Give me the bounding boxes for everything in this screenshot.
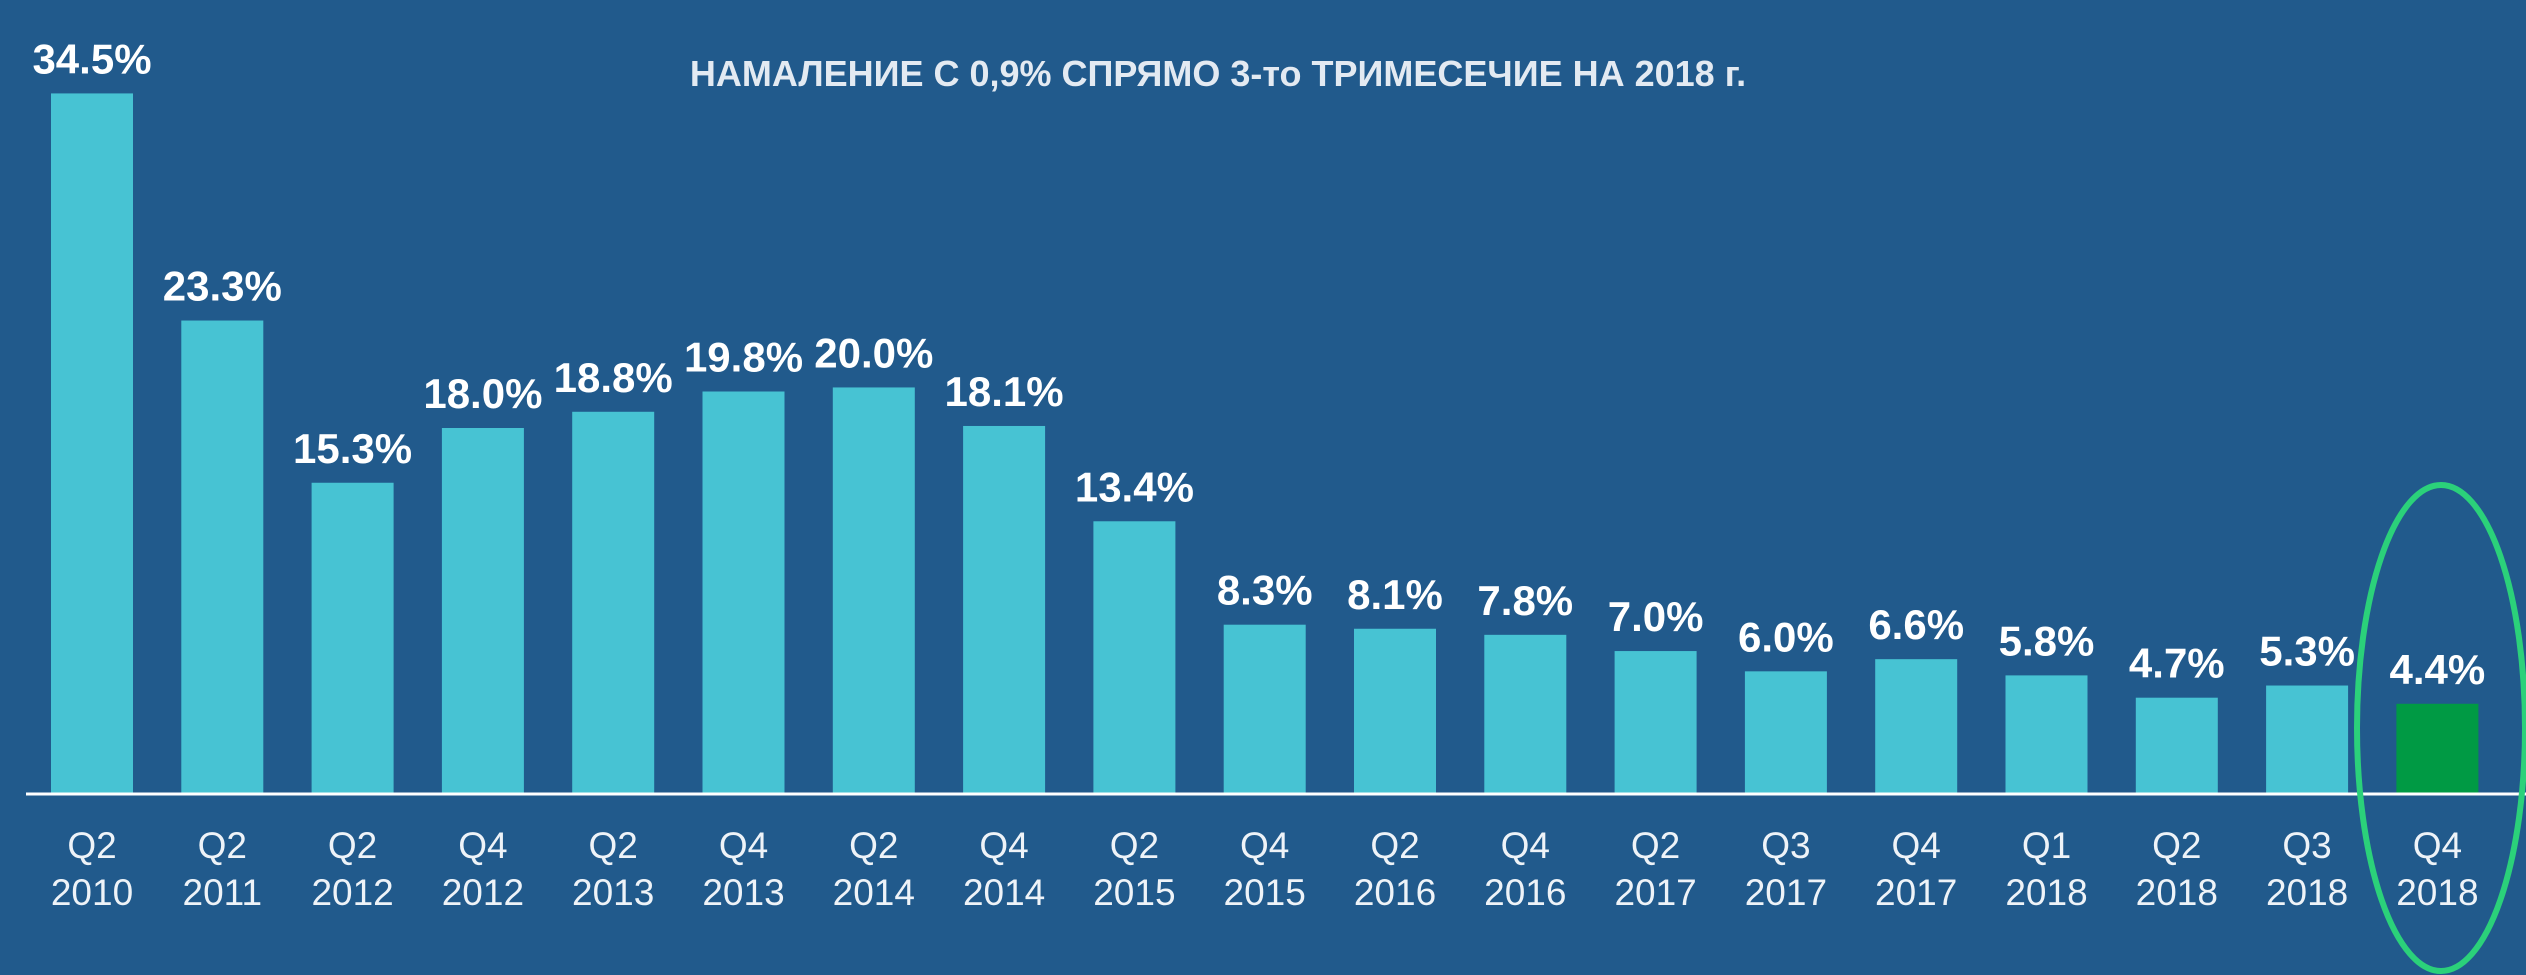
- x-tick-label: Q3 2017: [1745, 825, 1827, 913]
- chart-title: НАМАЛЕНИЕ С 0,9% СПРЯМО 3-то ТРИМЕСЕЧИЕ …: [690, 53, 1746, 94]
- x-tick-label: Q4 2013: [702, 825, 784, 913]
- x-tick-label: Q2 2018: [2136, 825, 2218, 913]
- x-tick-label: Q1 2018: [2005, 825, 2087, 913]
- x-tick-label: Q4 2014: [963, 825, 1045, 913]
- bar: [832, 387, 915, 793]
- x-tick-label: Q2 2013: [572, 825, 654, 913]
- x-tick-label: Q2 2017: [1614, 825, 1696, 913]
- value-label: 7.8%: [1477, 577, 1573, 624]
- bar: [181, 320, 264, 793]
- bar: [1744, 671, 1827, 793]
- value-label: 5.3%: [2259, 628, 2355, 675]
- bar: [2396, 703, 2479, 793]
- value-label: 15.3%: [293, 425, 412, 472]
- x-tick-label: Q4 2015: [1224, 825, 1306, 913]
- value-label: 19.8%: [684, 334, 803, 381]
- highlight-ellipse: [2354, 482, 2526, 974]
- bar: [51, 93, 133, 793]
- value-label: 4.4%: [2390, 646, 2486, 693]
- value-label: 6.6%: [1868, 601, 1964, 648]
- bar: [1875, 659, 1958, 793]
- value-label: 23.3%: [163, 263, 282, 310]
- value-label: 7.0%: [1608, 593, 1704, 640]
- bar: [1614, 651, 1697, 793]
- value-label: 18.0%: [423, 370, 542, 417]
- bar: [441, 428, 524, 793]
- x-tick-label: Q2 2012: [311, 825, 393, 913]
- x-tick-label: Q4 2016: [1484, 825, 1566, 913]
- x-tick-label: Q2 2016: [1354, 825, 1436, 913]
- bar: [2005, 675, 2088, 793]
- x-tick-label: Q4 2012: [442, 825, 524, 913]
- x-tick-label: Q2 2014: [833, 825, 915, 913]
- bar: [311, 482, 394, 793]
- value-label: 4.7%: [2129, 640, 2225, 687]
- value-label: 34.5%: [32, 35, 151, 82]
- bar: [963, 425, 1046, 793]
- bar: [1484, 634, 1567, 793]
- x-tick-label: Q4 2017: [1875, 825, 1957, 913]
- bar: [702, 391, 785, 793]
- bar: [1223, 624, 1306, 793]
- bar: [2266, 685, 2349, 793]
- x-tick-label: Q3 2018: [2266, 825, 2348, 913]
- value-label: 20.0%: [814, 329, 933, 376]
- value-label: 6.0%: [1738, 613, 1834, 660]
- x-tick-label: Q2 2015: [1093, 825, 1175, 913]
- value-label: 5.8%: [1999, 617, 2095, 664]
- value-label: 18.1%: [945, 368, 1064, 415]
- bar: [2135, 697, 2218, 793]
- x-tick-label: Q2 2010: [51, 825, 133, 913]
- bar: [1093, 521, 1176, 793]
- x-tick-label: Q4 2018: [2396, 825, 2478, 913]
- bar: [572, 411, 655, 793]
- bar: [1354, 628, 1436, 793]
- value-label: 8.1%: [1347, 571, 1443, 618]
- x-tick-label: Q2 2011: [183, 825, 263, 913]
- value-label: 13.4%: [1075, 463, 1194, 510]
- value-label: 8.3%: [1217, 567, 1313, 614]
- plot-area: 34.5% Q2 2010 23.3% Q2 2011 15.3% Q2 2012 18.0% Q4…: [32, 35, 2485, 913]
- value-label: 18.8%: [554, 354, 673, 401]
